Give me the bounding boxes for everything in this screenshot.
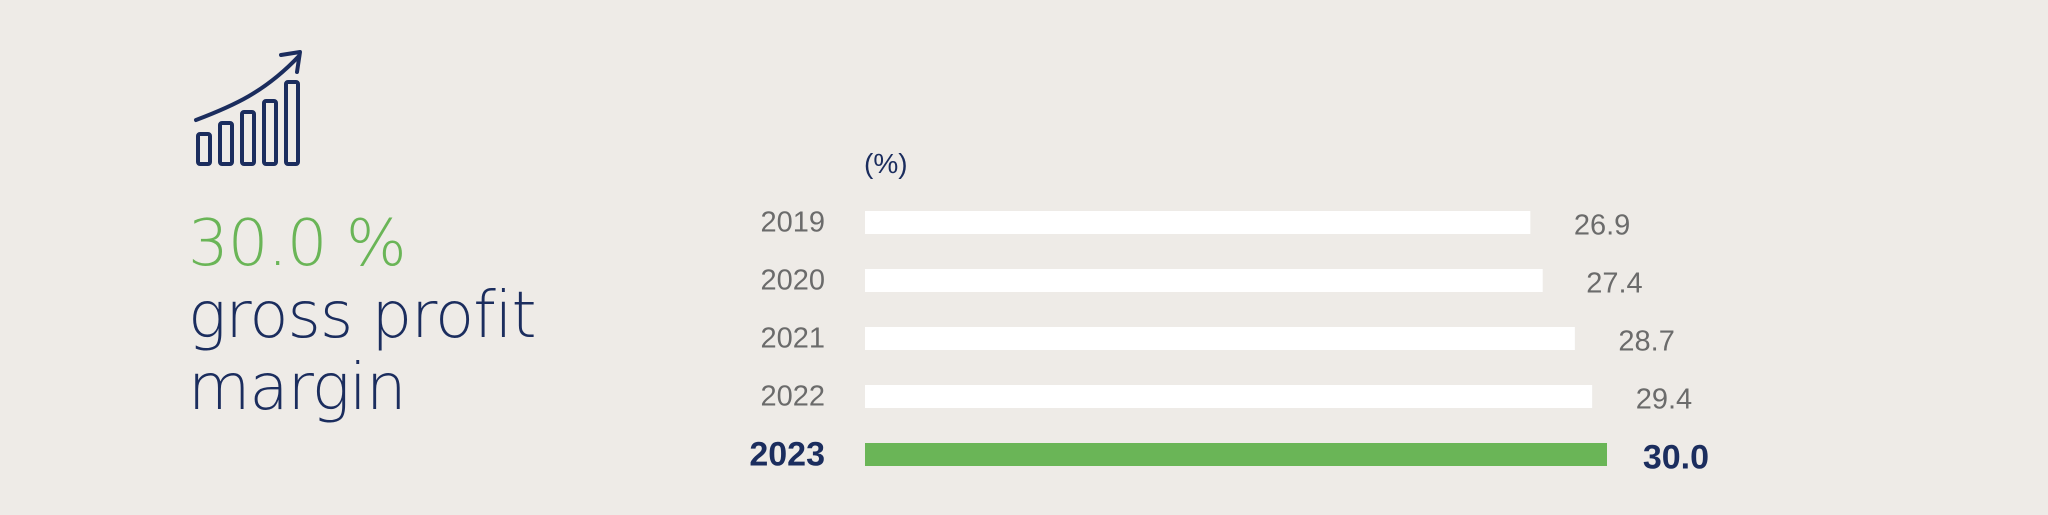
bar-2023: [865, 443, 1607, 466]
bar-2020: [865, 269, 1543, 292]
value-label-2023: 30.0: [1643, 439, 1709, 477]
headline: 30.0 % gross profit margin: [188, 207, 537, 425]
headline-label-line1: gross profit: [188, 279, 537, 353]
chart-unit-label: (%): [864, 148, 908, 179]
bar-2021: [865, 327, 1575, 350]
value-label-2022: 29.4: [1636, 384, 1692, 416]
headline-label-line2: margin: [188, 351, 406, 425]
value-label-2019: 26.9: [1574, 210, 1630, 242]
category-label-2023: 2023: [749, 436, 825, 474]
headline-value: 30.0 %: [188, 207, 407, 281]
category-label-2021: 2021: [760, 323, 825, 355]
bar-2019: [865, 211, 1531, 234]
category-label-2022: 2022: [760, 381, 825, 413]
value-label-2021: 28.7: [1618, 326, 1674, 358]
category-label-2019: 2019: [760, 207, 825, 239]
category-label-2020: 2020: [760, 265, 825, 297]
growth-bar-chart-icon: [194, 50, 302, 166]
value-label-2020: 27.4: [1586, 268, 1642, 300]
bar-2022: [865, 385, 1593, 408]
